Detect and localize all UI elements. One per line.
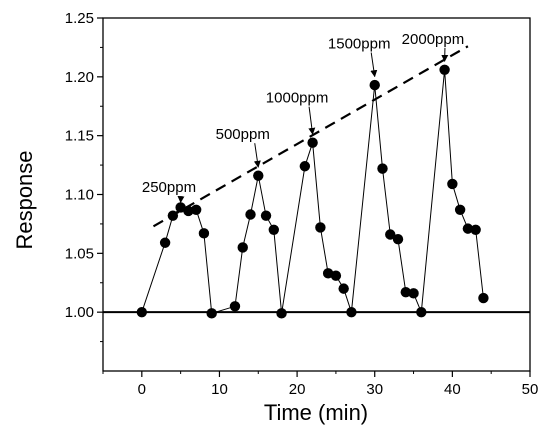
annotation-label: 500ppm (216, 126, 270, 143)
x-axis-label: Time (min) (264, 400, 368, 425)
y-tick-label: 1.05 (65, 245, 94, 262)
y-tick-label: 1.15 (65, 128, 94, 145)
data-point (253, 170, 264, 181)
data-point (206, 308, 217, 319)
annotation-label: 1500ppm (328, 36, 391, 53)
data-point (346, 306, 357, 318)
x-tick-label: 20 (289, 381, 306, 398)
data-point (385, 229, 396, 240)
data-point (159, 237, 171, 248)
data-point (338, 283, 349, 294)
x-tick-label: 40 (444, 381, 461, 398)
y-tick-label: 1.10 (65, 187, 94, 204)
annotation-label: 2000ppm (402, 31, 465, 48)
data-point (190, 204, 202, 215)
trend-line (152, 45, 469, 228)
data-series (136, 64, 489, 319)
x-tick-label: 50 (522, 381, 539, 398)
data-point (136, 306, 148, 318)
data-point (377, 163, 388, 174)
y-tick-label: 1.25 (65, 10, 94, 27)
data-point (462, 223, 474, 234)
data-point (268, 224, 279, 235)
y-axis-ticks: 1.00 1.05 1.10 1.15 1.20 1.25 (65, 10, 103, 343)
y-axis-label: Response (12, 150, 37, 249)
trend-dashed-line (152, 45, 469, 228)
annotation-arrow (253, 143, 261, 168)
y-tick-label: 1.00 (65, 304, 94, 321)
data-point (408, 288, 419, 299)
x-tick-label: 10 (211, 381, 228, 398)
data-point (369, 79, 380, 91)
data-point (299, 161, 311, 172)
data-point (307, 137, 318, 148)
data-point (183, 205, 194, 217)
annotation-label: 1000ppm (266, 90, 329, 107)
data-point (198, 228, 210, 239)
data-point (454, 204, 466, 215)
data-point (400, 286, 411, 298)
annotation-arrow (308, 106, 316, 135)
x-tick-label: 30 (366, 381, 383, 398)
data-point (167, 210, 179, 221)
data-point (439, 64, 450, 75)
annotations: 250ppm 500ppm 1000ppm 1500ppm 2000ppm (142, 31, 465, 204)
data-point (175, 202, 186, 213)
data-point (447, 178, 458, 190)
data-point (392, 234, 404, 245)
data-point (416, 306, 427, 318)
annotation-label: 250ppm (142, 179, 196, 196)
data-point (470, 224, 481, 235)
data-point (276, 308, 287, 319)
data-point (315, 222, 326, 233)
annotation-arrow (370, 52, 378, 78)
data-point (478, 292, 489, 304)
data-point (237, 242, 248, 253)
data-point (229, 301, 241, 312)
x-axis-ticks: 0 10 20 30 40 50 (102, 371, 539, 398)
data-point (245, 209, 256, 220)
data-point (330, 270, 342, 281)
y-tick-label: 1.20 (65, 69, 94, 86)
data-point (260, 210, 272, 221)
x-tick-label: 0 (138, 381, 146, 398)
